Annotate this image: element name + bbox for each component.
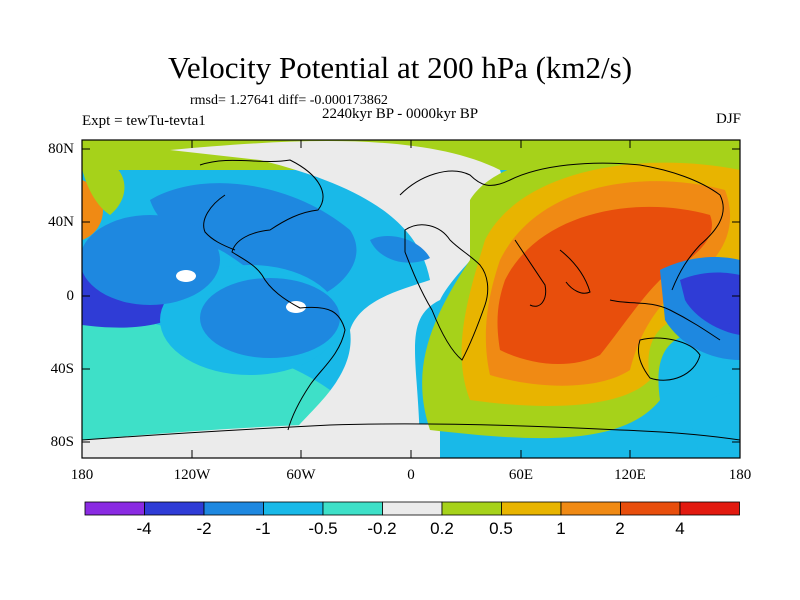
colorbar-swatch-11 [679,501,740,516]
y-tick-label-40s: 40S [50,361,74,377]
colorbar-swatch-8 [501,501,562,516]
colorbar-swatch-2 [144,501,205,516]
x-tick-label-180e: 180 [728,467,752,483]
plot-title: Velocity Potential at 200 hPa (km2/s) [167,50,633,85]
colorbar [84,501,740,516]
experiment-label: Expt = tewTu-tevta1 [82,113,206,129]
colorbar-swatch-10 [620,501,681,516]
colorbar-swatch-4 [263,501,324,516]
y-tick-label-0: 0 [66,288,75,304]
colorbar-swatch-1 [84,501,145,516]
colorbar-swatch-5 [322,501,383,516]
y-tick-label-80s: 80S [50,434,74,450]
y-tick-label-80n: 80N [48,141,74,157]
colorbar-swatch-9 [560,501,621,516]
y-tick-label-40n: 40N [48,214,74,230]
colorbar-label-2: -2 [196,519,212,538]
colorbar-swatch-3 [203,501,264,516]
colorbar-label-10: 4 [675,519,685,538]
x-tick-label-120e: 120E [614,467,646,483]
x-tick-label-0: 0 [407,467,415,483]
colorbar-label-9: 2 [615,519,625,538]
period-label: 2240kyr BP - 0000kyr BP [322,106,479,122]
colorbar-label-1: -4 [136,519,152,538]
colorbar-swatch-7 [441,501,502,516]
colorbar-label-8: 1 [556,519,566,538]
colorbar-label-7: 0.5 [489,519,513,538]
colorbar-swatch-6 [382,501,443,516]
colorbar-label-3: -1 [255,519,271,538]
x-tick-label-60w: 60W [286,467,316,483]
stats-line: rmsd= 1.27641 diff= -0.000173862 [190,93,388,108]
y-axis-ticks [82,148,740,443]
colorbar-label-5: -0.2 [367,519,397,538]
colorbar-label-4: -0.5 [308,519,338,538]
x-tick-label-180w: 180 [70,467,94,483]
season-label: DJF [715,111,741,127]
contour-field [82,140,740,458]
x-axis-ticks [81,140,631,458]
coastlines [82,159,740,441]
x-tick-label-120w: 120W [173,467,211,483]
colorbar-label-6: 0.2 [430,519,454,538]
x-tick-label-60e: 60E [508,467,534,483]
